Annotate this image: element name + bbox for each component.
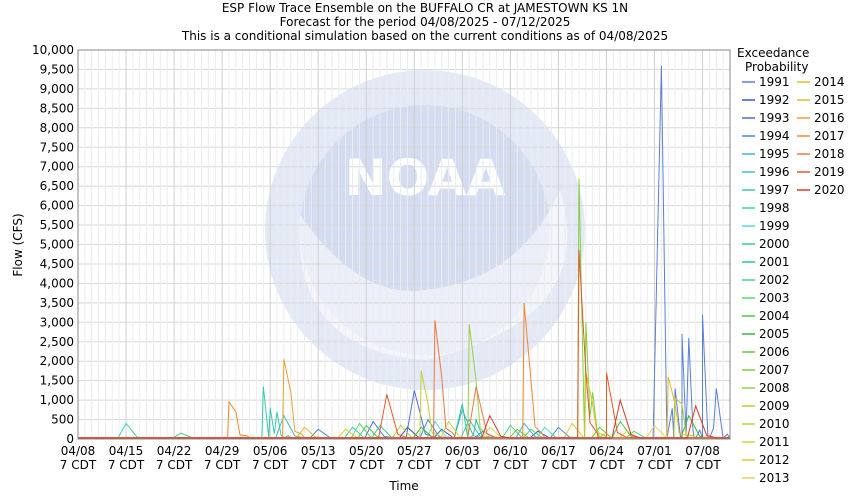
legend-label-2011: 2011 bbox=[759, 435, 790, 449]
legend-label-1998: 1998 bbox=[759, 201, 790, 215]
legend-label-2015: 2015 bbox=[814, 93, 845, 107]
x-tick-label-date: 06/10 bbox=[493, 444, 528, 458]
y-tick-label: 7,000 bbox=[40, 160, 74, 174]
y-tick-label: 4,500 bbox=[40, 257, 74, 271]
x-tick-label-date: 05/13 bbox=[301, 444, 336, 458]
x-tick-label-time: 7 CDT bbox=[588, 458, 625, 472]
x-tick-label-time: 7 CDT bbox=[204, 458, 241, 472]
legend-label-1995: 1995 bbox=[759, 147, 790, 161]
legend-label-2007: 2007 bbox=[759, 363, 790, 377]
y-tick-label: 5,000 bbox=[40, 238, 74, 252]
y-tick-label: 7,500 bbox=[40, 140, 74, 154]
x-tick-label-date: 05/06 bbox=[253, 444, 288, 458]
y-tick-label: 9,000 bbox=[40, 82, 74, 96]
y-tick-label: 1,500 bbox=[40, 374, 74, 388]
legend-label-2001: 2001 bbox=[759, 255, 790, 269]
legend-label-1999: 1999 bbox=[759, 219, 790, 233]
grid-lines bbox=[77, 49, 731, 440]
legend-title-line-2: Probability bbox=[745, 60, 808, 74]
y-tick-label: 0 bbox=[66, 432, 74, 446]
legend-label-2020: 2020 bbox=[814, 183, 845, 197]
y-tick-label: 8,500 bbox=[40, 101, 74, 115]
legend-label-2008: 2008 bbox=[759, 381, 790, 395]
legend-label-2003: 2003 bbox=[759, 291, 790, 305]
series-line-1992 bbox=[78, 426, 730, 439]
legend-label-2002: 2002 bbox=[759, 273, 790, 287]
legend-label-2017: 2017 bbox=[814, 129, 845, 143]
y-tick-label: 4,000 bbox=[40, 276, 74, 290]
legend-label-2010: 2010 bbox=[759, 417, 790, 431]
series-line-2018 bbox=[78, 320, 730, 439]
y-tick-label: 10,000 bbox=[32, 43, 74, 57]
x-tick-label-time: 7 CDT bbox=[540, 458, 577, 472]
y-tick-labels: 0 500 1,000 1,500 2,000 2,500 3,000 3,500 4,000 4… bbox=[32, 43, 74, 446]
y-tick-label: 3,500 bbox=[40, 296, 74, 310]
x-tick-label-time: 7 CDT bbox=[684, 458, 721, 472]
chart-title-line-3: This is a conditional simulation based o… bbox=[181, 29, 668, 43]
legend-label-2018: 2018 bbox=[814, 147, 845, 161]
legend-label-2000: 2000 bbox=[759, 237, 790, 251]
x-tick-label-date: 07/08 bbox=[685, 444, 720, 458]
y-tick-label: 500 bbox=[51, 413, 74, 427]
y-tick-label: 5,500 bbox=[40, 218, 74, 232]
x-tick-label-date: 04/22 bbox=[157, 444, 192, 458]
x-tick-label-date: 04/08 bbox=[61, 444, 96, 458]
chart-title-line-2: Forecast for the period 04/08/2025 - 07/… bbox=[280, 15, 571, 29]
legend: Exceedance Probability 1991 1992 1993 1994 1… bbox=[737, 46, 845, 485]
svg-text:NOAA: NOAA bbox=[345, 149, 506, 207]
legend-label-2012: 2012 bbox=[759, 453, 790, 467]
y-tick-label: 2,000 bbox=[40, 354, 74, 368]
x-tick-label-time: 7 CDT bbox=[396, 458, 433, 472]
y-tick-label: 1,000 bbox=[40, 393, 74, 407]
legend-label-1994: 1994 bbox=[759, 129, 790, 143]
x-tick-label-date: 04/15 bbox=[109, 444, 144, 458]
x-tick-label-time: 7 CDT bbox=[444, 458, 481, 472]
x-tick-label-time: 7 CDT bbox=[348, 458, 385, 472]
series-lines bbox=[78, 65, 731, 440]
y-tick-label: 3,000 bbox=[40, 315, 74, 329]
x-tick-label-time: 7 CDT bbox=[60, 458, 97, 472]
x-tick-label-date: 07/01 bbox=[637, 444, 672, 458]
legend-label-2005: 2005 bbox=[759, 327, 790, 341]
series-line-1991 bbox=[78, 65, 731, 440]
x-axis-title: Time bbox=[388, 479, 418, 493]
legend-label-1996: 1996 bbox=[759, 165, 790, 179]
series-line-2019 bbox=[78, 250, 730, 439]
y-tick-label: 9,500 bbox=[40, 62, 74, 76]
legend-label-2013: 2013 bbox=[759, 471, 790, 485]
x-tick-label-date: 06/03 bbox=[445, 444, 480, 458]
legend-label-2016: 2016 bbox=[814, 111, 845, 125]
y-tick-label: 2,500 bbox=[40, 335, 74, 349]
x-tick-label-date: 04/29 bbox=[205, 444, 240, 458]
y-tick-label: 6,500 bbox=[40, 179, 74, 193]
y-tick-label: 8,000 bbox=[40, 121, 74, 135]
chart-title-line-1: ESP Flow Trace Ensemble on the BUFFALO C… bbox=[222, 1, 628, 15]
legend-label-2019: 2019 bbox=[814, 165, 845, 179]
legend-label-2009: 2009 bbox=[759, 399, 790, 413]
plot-frame bbox=[77, 49, 731, 440]
x-tick-label-time: 7 CDT bbox=[636, 458, 673, 472]
y-tick-label: 6,000 bbox=[40, 199, 74, 213]
legend-label-2014: 2014 bbox=[814, 75, 845, 89]
x-tick-label-date: 06/17 bbox=[541, 444, 576, 458]
legend-label-1992: 1992 bbox=[759, 93, 790, 107]
x-tick-label-time: 7 CDT bbox=[252, 458, 289, 472]
x-tick-label-time: 7 CDT bbox=[108, 458, 145, 472]
legend-label-1991: 1991 bbox=[759, 75, 790, 89]
x-tick-label-time: 7 CDT bbox=[156, 458, 193, 472]
y-axis-title: Flow (CFS) bbox=[11, 213, 25, 276]
legend-title-line-1: Exceedance bbox=[737, 46, 809, 60]
x-tick-label-date: 06/24 bbox=[589, 444, 624, 458]
legend-label-1997: 1997 bbox=[759, 183, 790, 197]
x-tick-label-date: 05/20 bbox=[349, 444, 384, 458]
legend-label-2006: 2006 bbox=[759, 345, 790, 359]
legend-label-1993: 1993 bbox=[759, 111, 790, 125]
x-tick-label-date: 05/27 bbox=[397, 444, 432, 458]
series-line-2020 bbox=[78, 398, 730, 439]
x-tick-label-time: 7 CDT bbox=[492, 458, 529, 472]
x-tick-label-time: 7 CDT bbox=[300, 458, 337, 472]
legend-label-2004: 2004 bbox=[759, 309, 790, 323]
